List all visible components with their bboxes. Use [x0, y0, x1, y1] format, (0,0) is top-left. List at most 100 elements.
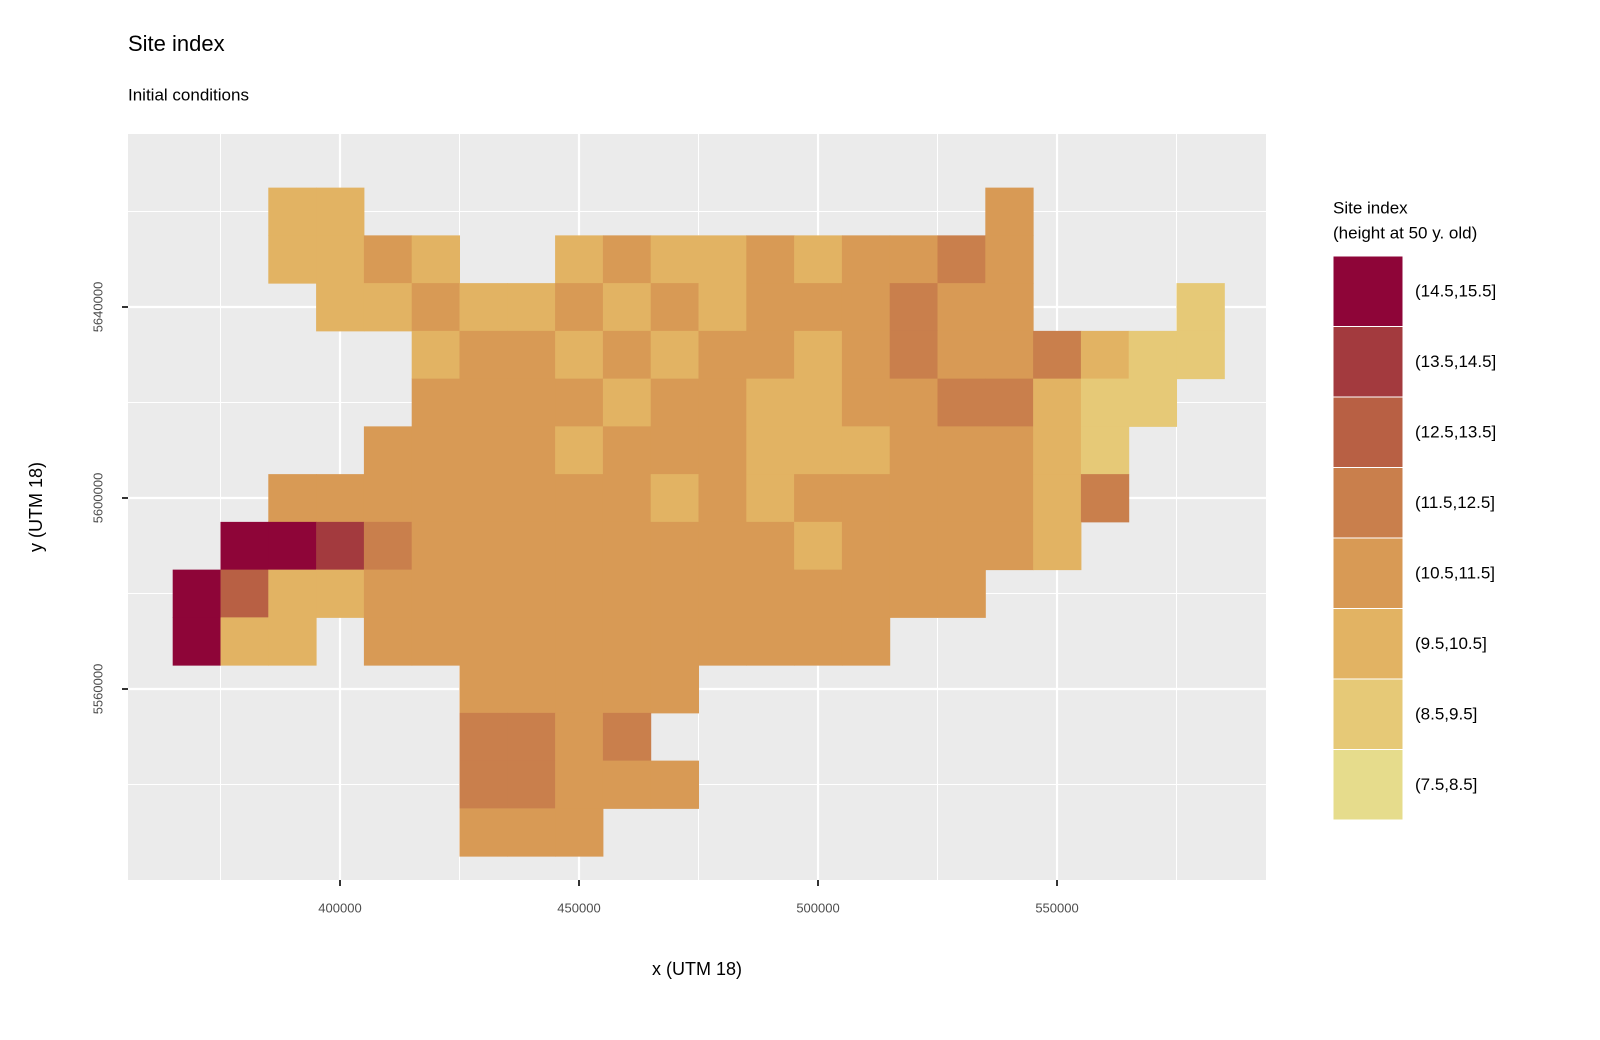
raster-cell	[746, 330, 795, 380]
raster-cell	[602, 474, 652, 523]
raster-cell	[507, 330, 556, 380]
raster-cell	[459, 283, 508, 332]
raster-cell	[555, 235, 604, 284]
raster-cell	[1033, 378, 1082, 427]
raster-cell	[555, 426, 604, 475]
raster-cell	[555, 569, 604, 618]
raster-cell	[602, 569, 652, 618]
raster-cell	[985, 283, 1034, 332]
x-axis-title: x (UTM 18)	[652, 959, 742, 979]
raster-cell	[555, 330, 604, 380]
raster-cell	[698, 426, 747, 475]
raster-cell	[889, 521, 939, 571]
raster-cell	[411, 569, 461, 618]
raster-cell	[459, 330, 508, 380]
raster-cell	[555, 283, 604, 332]
legend-label: (14.5,15.5]	[1415, 281, 1496, 300]
raster-cell	[650, 378, 700, 427]
raster-cell	[507, 569, 556, 618]
raster-cell	[1128, 330, 1178, 380]
raster-cell	[316, 569, 365, 618]
raster-cell	[746, 235, 795, 284]
raster-cell	[411, 474, 461, 523]
raster-cell	[363, 474, 413, 523]
raster-cell	[698, 235, 747, 284]
raster-cell	[555, 665, 604, 714]
raster-cell	[268, 187, 317, 236]
legend-label: (13.5,14.5]	[1415, 352, 1496, 371]
raster-cell	[794, 235, 843, 284]
raster-cell	[889, 569, 939, 618]
raster-cell	[411, 283, 461, 332]
raster-cell	[746, 378, 795, 427]
raster-cell	[363, 235, 413, 284]
raster-cell	[985, 426, 1034, 475]
raster-cell	[507, 617, 556, 666]
raster-cell	[1080, 330, 1130, 380]
raster-cell	[841, 426, 891, 475]
raster-cell	[985, 235, 1034, 284]
raster-cell	[507, 426, 556, 475]
raster-cell	[794, 569, 843, 618]
raster-cell	[1176, 283, 1225, 332]
y-tick-label: 5600000	[90, 473, 105, 524]
raster-cell	[650, 474, 700, 523]
raster-cell	[459, 712, 508, 762]
legend-label: (9.5,10.5]	[1415, 634, 1487, 653]
raster-cell	[937, 283, 986, 332]
raster-cell	[698, 617, 747, 666]
raster-cell	[698, 283, 747, 332]
raster-cell	[841, 474, 891, 523]
legend-key	[1332, 255, 1404, 327]
raster-cell	[841, 378, 891, 427]
raster-cell	[650, 665, 700, 714]
raster-cell	[555, 617, 604, 666]
y-tick-label: 5640000	[90, 282, 105, 333]
raster-cell	[316, 521, 365, 571]
raster-cell	[889, 426, 939, 475]
raster-cell	[602, 330, 652, 380]
raster-cell	[602, 665, 652, 714]
raster-cell	[459, 617, 508, 666]
legend-key	[1332, 608, 1404, 680]
raster-cell	[746, 426, 795, 475]
raster-cell	[459, 378, 508, 427]
raster-cell	[650, 617, 700, 666]
raster-cell	[985, 521, 1034, 571]
raster-cell	[794, 283, 843, 332]
raster-cell	[985, 187, 1034, 236]
raster-cell	[698, 521, 747, 571]
raster-cell	[937, 330, 986, 380]
raster-cell	[268, 474, 317, 523]
legend-title: Site index	[1333, 198, 1408, 217]
raster-cell	[1033, 426, 1082, 475]
raster-cell	[363, 426, 413, 475]
raster-cell	[841, 617, 891, 666]
raster-cell	[220, 617, 269, 666]
raster-cell	[650, 235, 700, 284]
raster-cell	[316, 235, 365, 284]
raster-cell	[650, 569, 700, 618]
raster-cell	[507, 283, 556, 332]
raster-cell	[985, 330, 1034, 380]
raster-cell	[889, 474, 939, 523]
raster-cell	[698, 330, 747, 380]
raster-cell	[411, 330, 461, 380]
legend-label: (12.5,13.5]	[1415, 422, 1496, 441]
raster-cell	[889, 283, 939, 332]
raster-cell	[507, 521, 556, 571]
raster-cell	[411, 426, 461, 475]
raster-cell	[268, 235, 317, 284]
raster-cell	[316, 283, 365, 332]
raster-cell	[602, 521, 652, 571]
raster-cell	[1128, 378, 1178, 427]
raster-cell	[698, 569, 747, 618]
legend-label: (11.5,12.5]	[1415, 493, 1495, 512]
raster-cell	[459, 808, 508, 857]
raster-cell	[794, 474, 843, 523]
raster-cell	[602, 617, 652, 666]
raster-cell	[316, 187, 365, 236]
raster-cell	[794, 617, 843, 666]
legend-label: (7.5,8.5]	[1415, 775, 1477, 794]
